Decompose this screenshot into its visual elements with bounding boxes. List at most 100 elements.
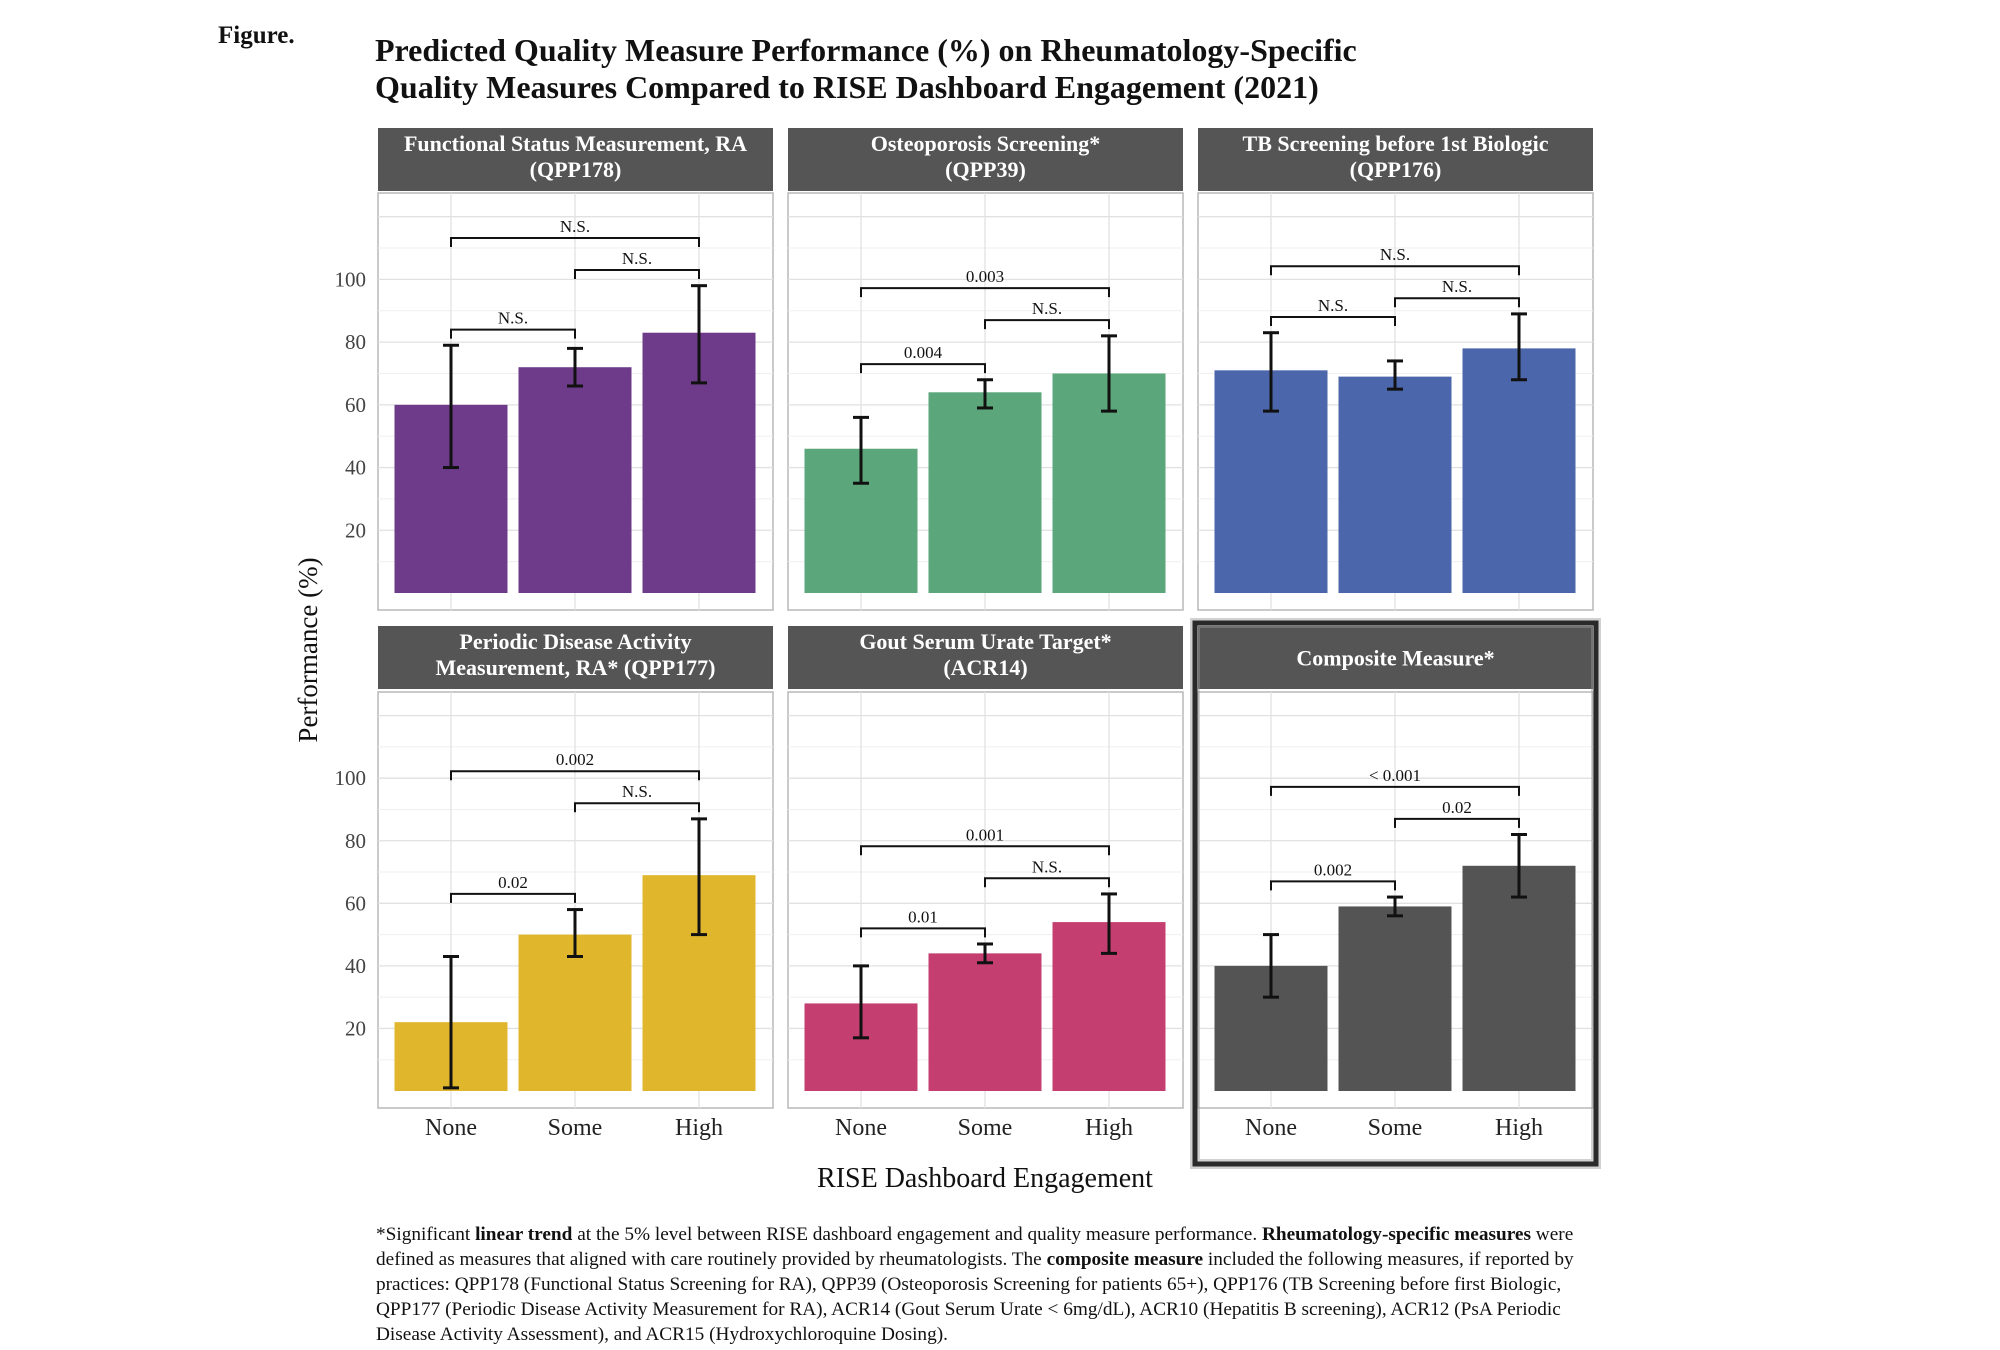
significance-bracket <box>984 877 1110 888</box>
panel-strip <box>1198 128 1593 191</box>
x-tick-label: High <box>1495 1115 1543 1141</box>
p-value-label: 0.003 <box>966 267 1004 286</box>
panel-2: Osteoporosis Screening*(QPP39) 0.004 N.S. 0… <box>787 128 1184 611</box>
significance-bracket <box>1394 297 1520 308</box>
significance-bracket <box>1270 880 1396 891</box>
significance-bracket <box>574 802 700 813</box>
p-value-label: N.S. <box>560 217 590 236</box>
significance-bracket <box>860 845 1110 856</box>
p-value-label: 0.004 <box>904 343 943 362</box>
panel-strip <box>378 626 773 689</box>
footnote-segment: *Significant <box>376 1224 476 1245</box>
significance-bracket <box>860 363 986 374</box>
panel-title-line: Functional Status Measurement, RA <box>404 131 747 156</box>
panel-title-line: Composite Measure* <box>1296 646 1494 671</box>
bar-some <box>518 934 632 1091</box>
y-tick-label: 60 <box>345 393 366 417</box>
figure-label: Figure. <box>218 22 295 49</box>
x-tick-label: None <box>835 1115 887 1141</box>
significance-bracket <box>450 770 700 781</box>
p-value-label: N.S. <box>1032 299 1062 318</box>
chart-title: Predicted Quality Measure Performance (%… <box>375 32 1357 106</box>
p-value-label: N.S. <box>622 782 652 801</box>
significance-bracket <box>1270 785 1520 796</box>
significance-bracket <box>860 927 986 938</box>
y-tick-label: 80 <box>345 829 366 853</box>
bar-some <box>928 392 1042 593</box>
significance-bracket <box>450 328 576 339</box>
p-value-label: N.S. <box>622 249 652 268</box>
p-value-label: N.S. <box>1442 277 1472 296</box>
panel-1: Functional Status Measurement, RA(QPP178… <box>335 128 774 611</box>
y-axis-title: Performance (%) <box>293 557 323 742</box>
panel-title-line: (QPP39) <box>945 157 1026 182</box>
significance-bracket <box>1270 316 1396 327</box>
significance-bracket <box>450 236 700 247</box>
significance-bracket <box>1270 265 1520 276</box>
panel-title-line: (QPP178) <box>530 157 622 182</box>
x-tick-label: High <box>675 1115 723 1141</box>
p-value-label: 0.001 <box>966 825 1004 844</box>
y-tick-label: 60 <box>345 891 366 915</box>
faceted-bar-chart: Functional Status Measurement, RA(QPP178… <box>293 128 1601 1194</box>
significance-bracket <box>574 268 700 279</box>
panel-title-line: Gout Serum Urate Target* <box>859 629 1111 654</box>
footnote-segment: linear trend <box>475 1224 573 1245</box>
y-tick-label: 40 <box>345 456 366 480</box>
footnote: *Significant linear trend at the 5% leve… <box>376 1222 1621 1347</box>
significance-bracket <box>860 287 1110 298</box>
panel-title-line: Osteoporosis Screening* <box>871 131 1101 156</box>
footnote-segment: Rheumatology-specific measures <box>1261 1224 1531 1245</box>
y-tick-label: 80 <box>345 330 366 354</box>
y-tick-label: 100 <box>335 766 367 790</box>
bar-some <box>1338 906 1452 1091</box>
significance-bracket <box>1394 817 1520 828</box>
y-tick-label: 100 <box>335 267 367 291</box>
panel-title-line: Periodic Disease Activity <box>459 629 691 654</box>
p-value-label: N.S. <box>1032 857 1062 876</box>
chart-title-line-1: Predicted Quality Measure Performance (%… <box>375 32 1357 68</box>
x-tick-label: High <box>1085 1115 1133 1141</box>
panel-title-line: (QPP176) <box>1350 157 1442 182</box>
x-axis-title: RISE Dashboard Engagement <box>817 1163 1153 1194</box>
panel-3: TB Screening before 1st Biologic(QPP176)… <box>1197 128 1594 611</box>
panel-6: Composite Measure* 0.002 0.02 < 0.001 None So… <box>1190 618 1601 1169</box>
bar-high <box>1462 865 1576 1091</box>
panel-title-line: (ACR14) <box>943 655 1027 680</box>
p-value-label: < 0.001 <box>1369 766 1421 785</box>
footnote-text: *Significant linear trend at the 5% leve… <box>376 1222 1621 1347</box>
panel-strip <box>378 128 773 191</box>
p-value-label: 0.02 <box>1442 798 1472 817</box>
panel-title-line: TB Screening before 1st Biologic <box>1243 131 1549 156</box>
y-tick-label: 20 <box>345 518 366 542</box>
bar-some <box>1338 376 1452 593</box>
chart-title-line-2: Quality Measures Compared to RISE Dashbo… <box>375 69 1319 105</box>
p-value-label: N.S. <box>1380 245 1410 264</box>
y-tick-label: 40 <box>345 954 366 978</box>
panel-title-line: Measurement, RA* (QPP177) <box>435 655 715 680</box>
panel-strip <box>788 128 1183 191</box>
footnote-segment: were defined as measures that aligned wi… <box>376 1224 1574 1270</box>
footnote-segment: at the 5% level between RISE dashboard e… <box>572 1224 1262 1245</box>
x-tick-label: Some <box>1368 1115 1423 1141</box>
y-tick-label: 20 <box>345 1016 366 1040</box>
bar-some <box>518 367 632 593</box>
x-tick-label: None <box>425 1115 477 1141</box>
x-tick-label: Some <box>958 1115 1013 1141</box>
p-value-label: 0.02 <box>498 873 528 892</box>
x-tick-label: None <box>1245 1115 1297 1141</box>
panel-5: Gout Serum Urate Target*(ACR14) 0.01 N.S. 0… <box>787 626 1184 1141</box>
p-value-label: 0.002 <box>1314 860 1352 879</box>
p-value-label: 0.002 <box>556 750 594 769</box>
footnote-segment: composite measure <box>1046 1249 1204 1270</box>
p-value-label: N.S. <box>498 309 528 328</box>
bar-some <box>928 953 1042 1091</box>
x-tick-label: Some <box>548 1115 603 1141</box>
significance-bracket <box>984 319 1110 330</box>
footnote-segment: included the following measures, if repo… <box>376 1249 1574 1345</box>
highlight-border <box>1192 620 1599 1167</box>
panel-strip <box>1198 626 1593 689</box>
significance-bracket <box>450 892 576 903</box>
p-value-label: 0.01 <box>908 907 938 926</box>
